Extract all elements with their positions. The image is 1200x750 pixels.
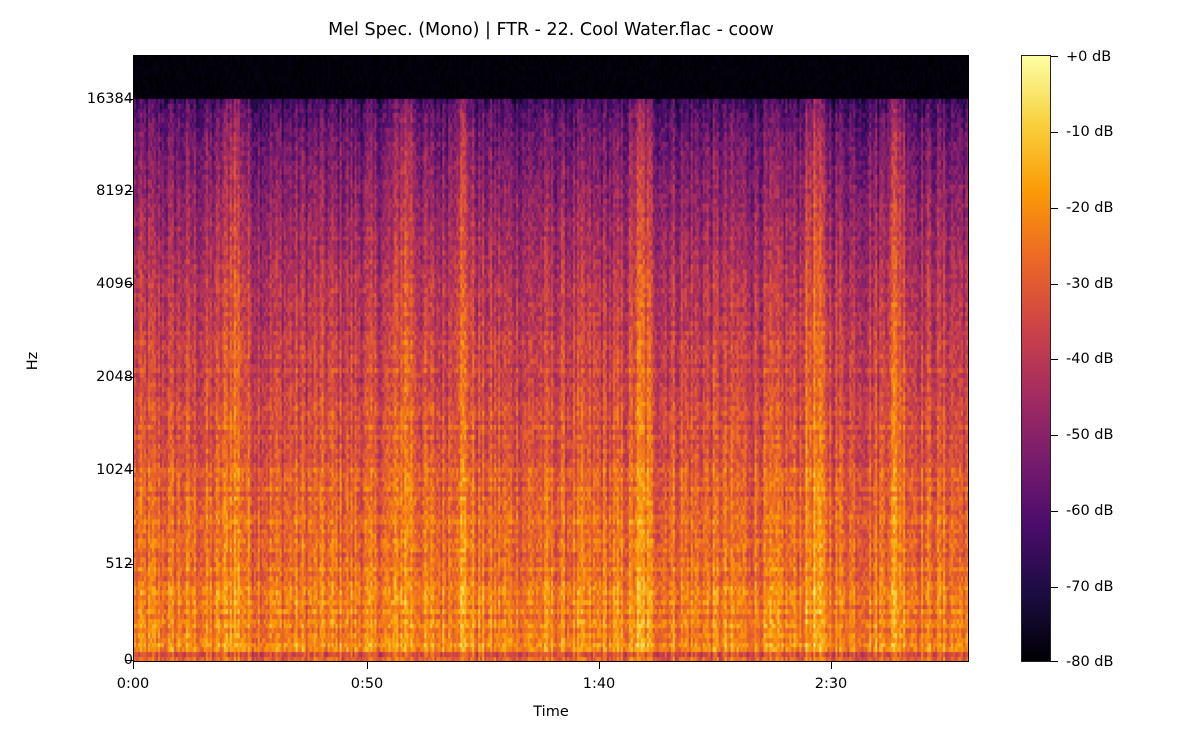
x-tick-mark xyxy=(133,662,135,669)
x-tick-mark xyxy=(831,662,833,669)
y-tick-label: 2048 xyxy=(96,369,133,385)
colorbar-tick-label: -80 dB xyxy=(1066,654,1114,670)
y-tick-mark xyxy=(126,470,133,472)
colorbar-tick-label: +0 dB xyxy=(1066,49,1112,65)
x-tick-label: 0:00 xyxy=(116,676,150,692)
x-axis-label: Time xyxy=(533,704,569,720)
y-tick-mark xyxy=(126,660,133,662)
chart-title: Mel Spec. (Mono) | FTR - 22. Cool Water.… xyxy=(328,20,774,40)
y-tick-label: 1024 xyxy=(96,462,133,478)
colorbar-tick-mark xyxy=(1051,208,1058,210)
colorbar-tick-mark xyxy=(1051,587,1058,589)
colorbar-tick-mark xyxy=(1051,284,1058,286)
colorbar-tick-mark xyxy=(1051,511,1058,513)
y-tick-mark xyxy=(126,564,133,566)
colorbar-tick-label: -70 dB xyxy=(1066,579,1114,595)
colorbar-tick-label: -40 dB xyxy=(1066,351,1114,367)
x-tick-label: 2:30 xyxy=(814,676,848,692)
colorbar xyxy=(1021,55,1051,662)
x-tick-mark xyxy=(367,662,369,669)
y-tick-label: 512 xyxy=(105,556,133,572)
y-tick-mark xyxy=(126,191,133,193)
y-axis-label: Hz xyxy=(25,351,41,371)
colorbar-tick-mark xyxy=(1051,661,1058,663)
colorbar-tick-label: -20 dB xyxy=(1066,200,1114,216)
colorbar-tick-label: -30 dB xyxy=(1066,276,1114,292)
colorbar-tick-mark xyxy=(1051,56,1058,58)
y-tick-mark xyxy=(126,284,133,286)
x-tick-label: 0:50 xyxy=(350,676,384,692)
colorbar-tick-mark xyxy=(1051,359,1058,361)
y-tick-mark xyxy=(126,377,133,379)
y-tick-mark xyxy=(126,99,133,101)
y-tick-label: 4096 xyxy=(96,276,133,292)
spectrogram-heatmap xyxy=(134,56,968,661)
colorbar-tick-label: -60 dB xyxy=(1066,503,1114,519)
colorbar-tick-label: -50 dB xyxy=(1066,427,1114,443)
colorbar-tick-mark xyxy=(1051,132,1058,134)
colorbar-tick-label: -10 dB xyxy=(1066,124,1114,140)
x-tick-label: 1:40 xyxy=(582,676,616,692)
y-tick-label: 8192 xyxy=(96,183,133,199)
x-tick-mark xyxy=(599,662,601,669)
y-tick-label: 16384 xyxy=(86,91,133,107)
spectrogram-plot-area xyxy=(133,55,969,662)
colorbar-tick-mark xyxy=(1051,435,1058,437)
